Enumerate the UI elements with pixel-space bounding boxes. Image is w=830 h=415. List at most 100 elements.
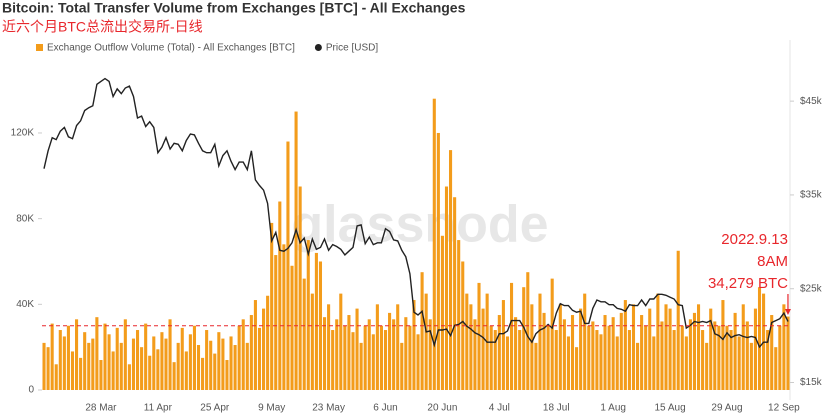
bar bbox=[440, 235, 444, 390]
bar bbox=[778, 325, 782, 390]
bar bbox=[351, 332, 355, 390]
bar bbox=[160, 332, 164, 390]
legend-swatch bbox=[36, 44, 43, 51]
bar bbox=[644, 325, 648, 390]
bar bbox=[615, 336, 619, 390]
bar bbox=[505, 336, 510, 390]
bar bbox=[530, 304, 534, 390]
bar bbox=[192, 325, 196, 390]
bar bbox=[371, 334, 375, 390]
x-tick-label: 11 Apr bbox=[144, 403, 173, 414]
bar bbox=[42, 342, 46, 390]
x-tick-label: 25 Apr bbox=[200, 403, 230, 414]
bar bbox=[209, 340, 213, 390]
bar bbox=[562, 319, 566, 390]
price-line bbox=[43, 77, 789, 349]
bar bbox=[489, 325, 493, 390]
legend-label: Exchange Outflow Volume (Total) - All Ex… bbox=[47, 43, 295, 54]
x-tick-label: 4 Jul bbox=[489, 403, 510, 414]
bar bbox=[623, 300, 627, 390]
legend-swatch bbox=[314, 44, 322, 51]
bar bbox=[180, 327, 184, 390]
bar bbox=[119, 342, 123, 390]
bar bbox=[522, 287, 526, 390]
bar bbox=[294, 111, 298, 390]
bar bbox=[705, 342, 709, 390]
bar bbox=[123, 319, 127, 390]
x-tick-label: 18 Jul bbox=[543, 403, 570, 414]
bar bbox=[91, 338, 95, 390]
bar bbox=[184, 351, 188, 390]
bar bbox=[526, 272, 530, 390]
bar bbox=[770, 315, 774, 390]
bar bbox=[534, 342, 538, 390]
bar bbox=[46, 347, 50, 390]
y2-tick-label: $25k bbox=[800, 283, 823, 294]
bar bbox=[579, 308, 583, 390]
bar bbox=[603, 315, 607, 390]
bar bbox=[595, 330, 599, 390]
bar bbox=[253, 300, 257, 390]
annotation-text: 2022.9.13 bbox=[721, 231, 788, 248]
bar bbox=[221, 338, 225, 390]
bar bbox=[379, 325, 383, 390]
bar bbox=[87, 342, 91, 390]
bar bbox=[286, 141, 290, 390]
bar bbox=[131, 338, 136, 390]
bar bbox=[725, 325, 729, 390]
annotation-text: 8AM bbox=[757, 253, 788, 270]
bar bbox=[249, 315, 253, 390]
bar bbox=[664, 304, 668, 390]
bar bbox=[688, 319, 692, 390]
bar bbox=[404, 317, 408, 390]
bar bbox=[70, 351, 75, 390]
x-tick-label: 20 Jun bbox=[427, 403, 457, 414]
bar bbox=[282, 244, 286, 390]
bar bbox=[570, 315, 575, 390]
bar bbox=[660, 321, 664, 390]
bar bbox=[676, 250, 680, 390]
bar bbox=[753, 308, 757, 390]
y2-tick-label: $35k bbox=[800, 190, 823, 201]
bar bbox=[587, 325, 591, 390]
bar bbox=[176, 342, 180, 390]
bar bbox=[347, 315, 351, 390]
bar bbox=[684, 336, 688, 390]
bar bbox=[58, 330, 62, 390]
bar bbox=[172, 362, 176, 390]
y-tick-label: 80K bbox=[16, 213, 34, 224]
bar bbox=[497, 315, 501, 390]
bar bbox=[453, 197, 457, 390]
bar bbox=[408, 325, 412, 390]
bar bbox=[127, 364, 131, 390]
bar bbox=[514, 317, 518, 390]
bar bbox=[107, 334, 111, 390]
bar bbox=[298, 186, 302, 390]
bar bbox=[270, 222, 274, 390]
bar bbox=[115, 327, 119, 390]
bar bbox=[241, 319, 245, 390]
bar bbox=[355, 308, 359, 390]
bar bbox=[599, 334, 603, 390]
bar bbox=[135, 330, 140, 390]
bar bbox=[327, 304, 331, 390]
bar bbox=[481, 308, 485, 390]
bar bbox=[392, 319, 396, 390]
bar bbox=[144, 323, 148, 390]
bar bbox=[201, 357, 205, 390]
bar bbox=[473, 319, 477, 390]
bar bbox=[274, 255, 278, 390]
bar bbox=[640, 315, 644, 390]
bar bbox=[656, 293, 660, 390]
bar bbox=[493, 330, 497, 390]
bar bbox=[168, 319, 172, 390]
bar bbox=[591, 321, 595, 390]
bar bbox=[782, 304, 786, 390]
bar bbox=[75, 319, 79, 390]
bar bbox=[335, 319, 339, 390]
bar bbox=[652, 336, 656, 390]
y2-tick-label: $45k bbox=[800, 96, 823, 107]
bar bbox=[367, 319, 371, 390]
bar bbox=[339, 293, 343, 390]
bar bbox=[164, 338, 168, 390]
